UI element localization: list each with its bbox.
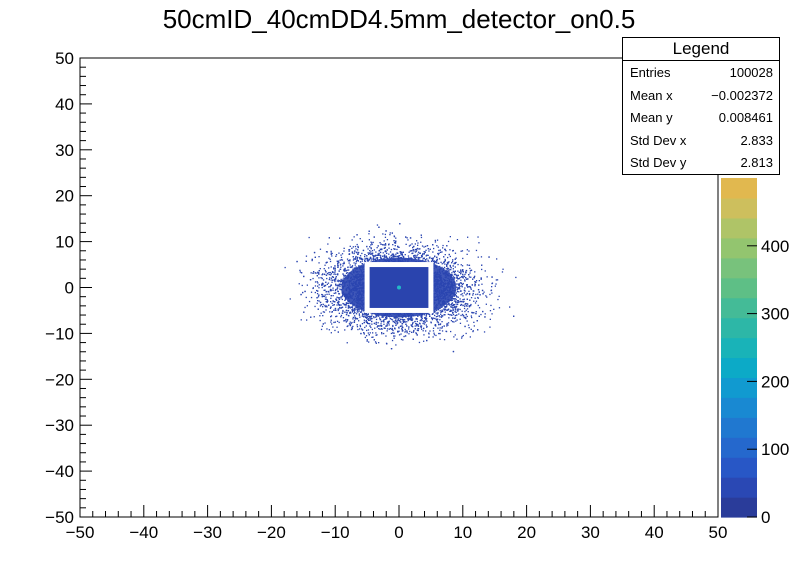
y-tick-label: −10 xyxy=(45,324,74,343)
y-tick-label: 40 xyxy=(55,95,74,114)
x-tick-label: −10 xyxy=(321,523,350,542)
chart-title: 50cmID_40cmDD4.5mm_detector_on0.5 xyxy=(162,4,636,34)
colorbar-band xyxy=(721,457,757,478)
stats-row-stddev-y: Std Dev y 2.813 xyxy=(630,155,773,170)
stats-box: Legend Entries 100028 Mean x −0.002372 M… xyxy=(622,37,780,175)
colorbar: 0 100 200 300 400 xyxy=(721,178,789,527)
colorbar-band xyxy=(721,178,757,199)
colorbar-tick-label: 200 xyxy=(761,372,789,391)
x-tick-label: −50 xyxy=(66,523,95,542)
colorbar-band xyxy=(721,277,757,299)
axes: −50 −40 −30 −20 −10 0 10 20 30 40 50 −50 −40 −30 −20 −1… xyxy=(45,49,727,542)
colorbar-tick-label: 0 xyxy=(761,508,770,527)
colorbar-band xyxy=(721,237,757,259)
colorbar-band xyxy=(721,197,757,219)
y-tick-label: 50 xyxy=(55,49,74,68)
y-tick-label: 30 xyxy=(55,141,74,160)
colorbar-tick-label: 100 xyxy=(761,440,789,459)
colorbar-tick-label: 300 xyxy=(761,305,789,324)
y-tick-label: −20 xyxy=(45,370,74,389)
detector-hole xyxy=(364,262,434,313)
colorbar-band xyxy=(721,477,757,498)
x-tick-label: 20 xyxy=(517,523,536,542)
colorbar-band xyxy=(721,217,757,239)
y-tick-label: −50 xyxy=(45,508,74,527)
x-tick-label: 30 xyxy=(581,523,600,542)
colorbar-tick-label: 400 xyxy=(761,237,789,256)
stats-row-stddev-x: Std Dev x 2.833 xyxy=(630,132,773,148)
y-tick-label: 0 xyxy=(65,279,74,298)
stats-row-entries: Entries 100028 xyxy=(630,65,773,80)
y-tick-label: 20 xyxy=(55,187,74,206)
x-tick-label: 0 xyxy=(394,523,403,542)
colorbar-band xyxy=(721,397,757,418)
colorbar-band xyxy=(721,377,757,398)
colorbar-band xyxy=(721,357,757,379)
center-spot xyxy=(397,285,401,290)
colorbar-band xyxy=(721,337,757,359)
stats-row-mean-x: Mean x −0.002372 xyxy=(630,87,773,103)
y-tick-label: −40 xyxy=(45,462,74,481)
y-tick-label: 10 xyxy=(55,233,74,252)
colorbar-band xyxy=(721,437,757,458)
stats-row-mean-y: Mean y 0.008461 xyxy=(630,110,773,125)
x-tick-label: 40 xyxy=(645,523,664,542)
x-tick-label: −30 xyxy=(193,523,222,542)
stats-header: Legend xyxy=(623,38,779,61)
colorbar-band xyxy=(721,497,757,518)
colorbar-band xyxy=(721,417,757,438)
colorbar-band xyxy=(721,317,757,339)
colorbar-band xyxy=(721,297,757,319)
colorbar-band xyxy=(721,257,757,279)
x-tick-label: −40 xyxy=(129,523,158,542)
y-tick-label: −30 xyxy=(45,416,74,435)
x-tick-label: 50 xyxy=(709,523,728,542)
x-tick-label: −20 xyxy=(257,523,286,542)
x-tick-label: 10 xyxy=(453,523,472,542)
